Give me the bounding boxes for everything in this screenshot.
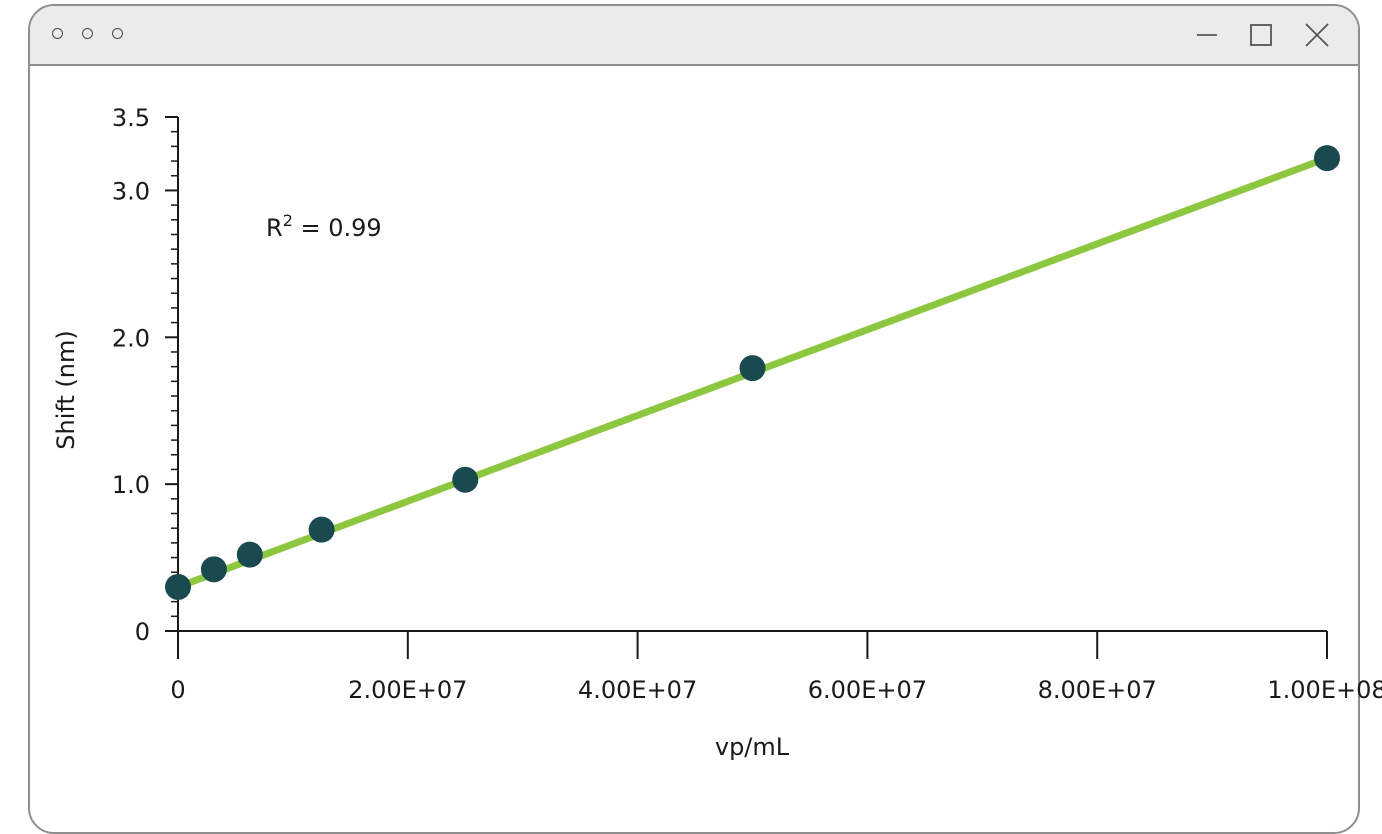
x-tick-label: 4.00E+07: [578, 676, 697, 704]
x-axis: 0 2.00E+07 4.00E+07 6.00E+07 8.00E+07 1.00E+0…: [170, 630, 1382, 704]
x-tick-label: 8.00E+07: [1038, 676, 1157, 704]
x-tick-label: 6.00E+07: [808, 676, 927, 704]
chart-canvas: 0 1.0 2.0 3.0 3.5 0 2.00E+07 4.00E+07 6.00E+07 8…: [52, 104, 1382, 761]
close-icon[interactable]: [1304, 22, 1330, 48]
minimize-icon[interactable]: [1194, 22, 1220, 48]
data-point: [739, 355, 766, 382]
window-dot-icon[interactable]: [112, 28, 123, 39]
x-tick-label: 2.00E+07: [348, 676, 467, 704]
y-tick-label: 1.0: [112, 471, 150, 499]
r-squared-annotation: R2 = 0.99: [266, 211, 382, 242]
window-dot-icon[interactable]: [82, 28, 93, 39]
data-point: [1314, 145, 1340, 172]
y-tick-label: 0: [135, 618, 150, 646]
data-point: [165, 573, 191, 600]
window-dot-icon[interactable]: [52, 28, 63, 39]
data-points: [165, 145, 1340, 600]
data-point: [236, 541, 263, 568]
title-bar: [30, 6, 1358, 66]
app-window: [28, 4, 1360, 834]
maximize-icon[interactable]: [1248, 22, 1274, 48]
y-tick-label: 3.5: [112, 104, 150, 132]
y-tick-label: 3.0: [112, 177, 150, 205]
y-axis-title: Shift (nm): [52, 330, 80, 450]
data-point: [452, 466, 479, 493]
y-axis: 0 1.0 2.0 3.0 3.5: [112, 104, 179, 646]
y-tick-label: 2.0: [112, 324, 150, 352]
data-point: [200, 556, 227, 583]
x-axis-title: vp/mL: [715, 733, 790, 761]
x-tick-label: 0: [170, 676, 185, 704]
data-point: [308, 516, 335, 543]
x-tick-label: 1.00E+08: [1267, 676, 1382, 704]
